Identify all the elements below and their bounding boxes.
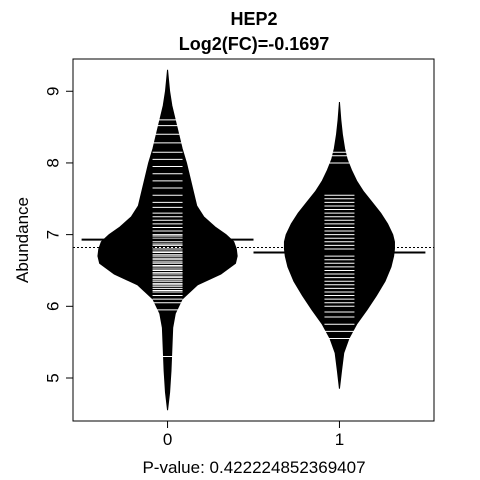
chart-subtitle: Log2(FC)=-0.1697 bbox=[179, 34, 330, 54]
y-tick-label-5: 5 bbox=[44, 373, 63, 382]
y-axis-label: Abundance bbox=[13, 197, 32, 283]
y-tick-label-9: 9 bbox=[44, 87, 63, 96]
y-tick-label-8: 8 bbox=[44, 158, 63, 167]
y-tick-label-7: 7 bbox=[44, 230, 63, 239]
x-tick-label-1: 1 bbox=[335, 430, 344, 449]
chart-title: HEP2 bbox=[230, 9, 277, 29]
y-tick-label-6: 6 bbox=[44, 302, 63, 311]
x-axis-label: P-value: 0.422224852369407 bbox=[142, 458, 365, 477]
x-tick-label-0: 0 bbox=[163, 430, 172, 449]
